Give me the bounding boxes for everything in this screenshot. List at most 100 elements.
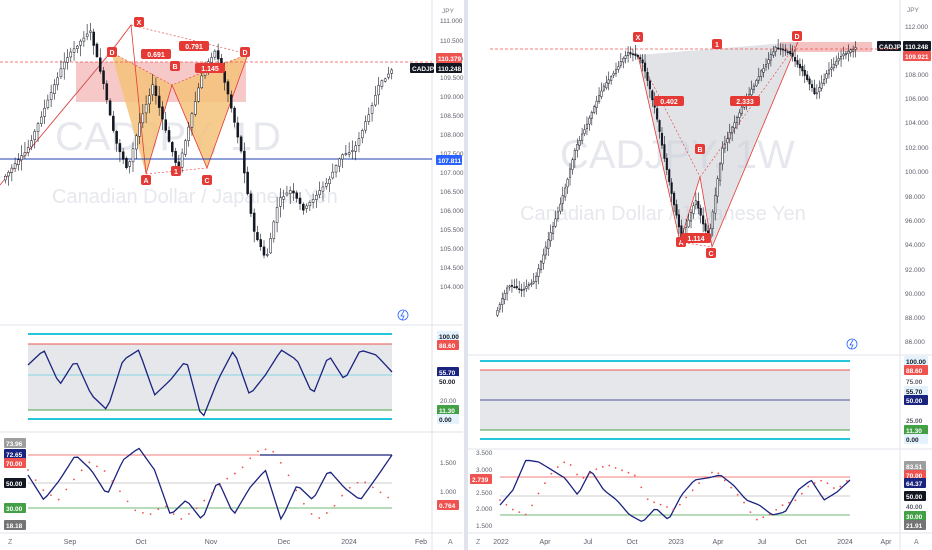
candle-body [617,66,620,70]
right-auto-scale[interactable]: A [914,539,919,546]
right-time-label: 2024 [837,539,853,546]
candle-body [167,130,171,142]
candle-body [854,47,857,50]
left-ratio-4[interactable]: 1 [171,166,181,176]
dot [698,482,700,485]
right-time-label: Apr [881,539,893,546]
candle-body [658,120,661,132]
candle-body [687,219,690,228]
candle-body [568,168,572,178]
right-harmonic-fill [638,42,798,247]
candle-body [607,79,610,84]
right-label-x[interactable]: X [633,32,643,42]
right-rsi-badge-5-text: 25.00 [906,418,923,425]
right-stoch-badge-4-bg [904,501,926,511]
right-label-1-bg [712,39,722,49]
left-ratio-4-text: 1 [174,169,178,176]
dot [318,517,321,519]
candle-body [660,132,664,146]
right-ratio-1[interactable]: 0.402 [654,96,684,106]
right-badge-last: 110.248 [903,41,931,51]
candle-body [197,87,200,102]
candle-body [600,90,603,97]
left-stoch-badge-4-text: 30.00 [6,506,23,513]
left-zoom-corner[interactable]: Z [8,539,13,546]
left-stoch-dots [27,448,390,520]
left-rsi-badge-2-text: 55.70 [439,370,456,377]
left-label-b[interactable]: B [170,61,180,71]
candle-body [668,169,671,183]
left-auto-scale[interactable]: A [448,539,453,546]
left-time-label: Nov [205,539,218,546]
candle-body [578,140,581,146]
right-rsi-badge-3: 55.70 [904,386,928,396]
right-time-label: Oct [796,539,807,546]
right-label-c[interactable]: C [706,248,716,258]
candle-body [324,182,328,187]
left-label-x[interactable]: X [134,17,144,27]
candle-body [121,151,125,160]
candle-body [200,75,204,88]
candle-body [552,226,555,234]
dot [226,477,229,480]
dot [807,485,810,488]
right-stoch-line [499,459,851,523]
candle-body [694,200,697,206]
left-rsi-badge-4-text: 11.30 [439,408,455,415]
right-stoch-tick: 3.500 [476,450,493,457]
right-ratio-2[interactable]: 2.333 [730,96,760,106]
candle-body [643,62,647,72]
right-price-tick: 88.000 [905,315,925,322]
right-price-tick: 106.000 [905,96,929,103]
candle-body [259,239,262,247]
right-stoch-badge-2: 64.37 [904,478,926,488]
dot [142,511,144,514]
candle-body [629,52,632,55]
right-label-d[interactable]: D [792,31,802,41]
right-rsi-badge-6-text: 11.30 [906,428,922,435]
pane-divider[interactable] [464,0,468,550]
left-ratio-2[interactable]: 0.791 [179,41,209,51]
left-label-d1-bg [107,47,117,57]
candle-body [844,53,847,56]
dot [272,450,275,453]
candle-body [646,71,649,81]
dot [839,485,842,488]
left-label-d2[interactable]: D [240,47,250,57]
right-label-b[interactable]: B [695,144,705,154]
left-ratio-3[interactable]: 1.145 [195,63,225,73]
right-stoch-badge-1-text: 70.00 [906,473,923,480]
left-label-d1[interactable]: D [107,47,117,57]
left-lightning-icon[interactable] [397,309,409,321]
left-label-a[interactable]: A [141,175,151,185]
right-rsi-badge-0-text: 100.00 [906,359,926,366]
dot [582,477,585,479]
right-zoom-corner[interactable]: Z [476,539,481,546]
left-label-c[interactable]: C [202,175,212,185]
right-rsi-badge-5-bg [904,415,928,425]
candle-body [275,207,279,223]
left-ratio-1[interactable]: 0.691 [141,49,171,59]
candle-body [832,63,835,69]
candle-body [79,40,82,46]
right-label-1[interactable]: 1 [712,39,722,49]
left-stoch-badge-1: 72.65 [4,449,26,459]
dot [730,486,733,489]
candle-body [10,167,14,173]
candle-body [825,73,828,79]
right-ratio-3[interactable]: 1.114 [681,233,711,243]
right-lightning-icon[interactable] [846,338,858,350]
right-badge-last-text: 110.248 [905,44,929,51]
dot [249,457,252,460]
dot [646,498,649,501]
left-rsi-badge-3-text: 50.00 [439,379,456,386]
candle-body [243,150,246,174]
right-badge-last-bg [903,41,931,51]
right-watermark-name: Canadian Dollar / Japanese Yen [520,203,806,225]
candle-body [549,232,552,242]
dot [704,476,707,479]
candle-body [321,186,325,192]
right-time-label: Oct [627,539,638,546]
